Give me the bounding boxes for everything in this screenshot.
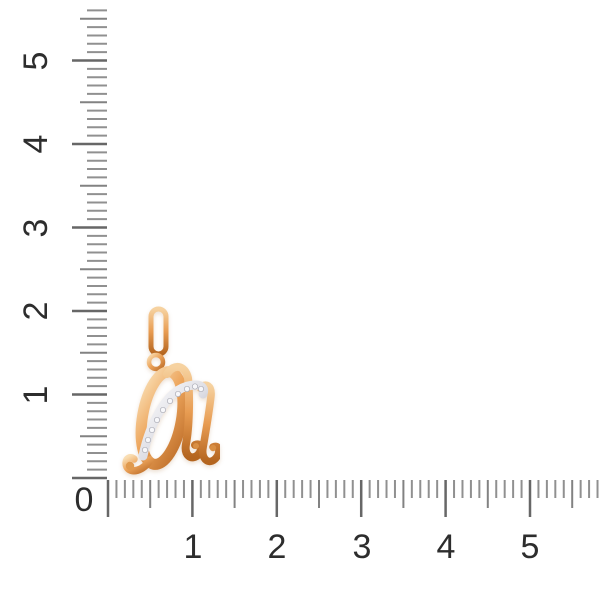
pendant-tail-ball (125, 461, 135, 471)
ruler-label-left-2: 2 (17, 301, 55, 321)
pendant-image (122, 306, 220, 475)
pendant-curl-ball (209, 444, 217, 452)
horizontal-ruler (106, 480, 599, 517)
ruler-label-left-1: 1 (17, 385, 55, 405)
ruler-label-bottom-3: 3 (352, 528, 372, 566)
diamond (141, 446, 149, 454)
pendant-curl-ball (193, 443, 199, 449)
diamond (197, 385, 205, 393)
vertical-ruler (72, 9, 107, 480)
ruler-label-bottom-4: 4 (436, 528, 456, 566)
pendant-bail (148, 306, 169, 357)
diamond (174, 390, 182, 398)
ruler-label-left-5: 5 (17, 51, 55, 71)
diamond (166, 397, 174, 405)
ruler-label-left-3: 3 (17, 218, 55, 238)
diamond (159, 406, 167, 414)
pendant-jump-ring (146, 352, 166, 372)
diamond (191, 383, 199, 390)
diamond (148, 426, 156, 434)
diamond (153, 416, 161, 424)
ruler-label-left-4: 4 (17, 134, 55, 154)
diamond (144, 436, 152, 444)
ruler-label-bottom-5: 5 (520, 528, 540, 566)
ruler-label-bottom-1: 1 (183, 528, 203, 566)
diamond (183, 385, 191, 393)
pendant-letter-leg2 (196, 381, 220, 466)
ruler-label-bottom-2: 2 (267, 528, 287, 566)
ruler-label-origin: 0 (74, 481, 94, 519)
pendant-diamonds (141, 383, 205, 454)
